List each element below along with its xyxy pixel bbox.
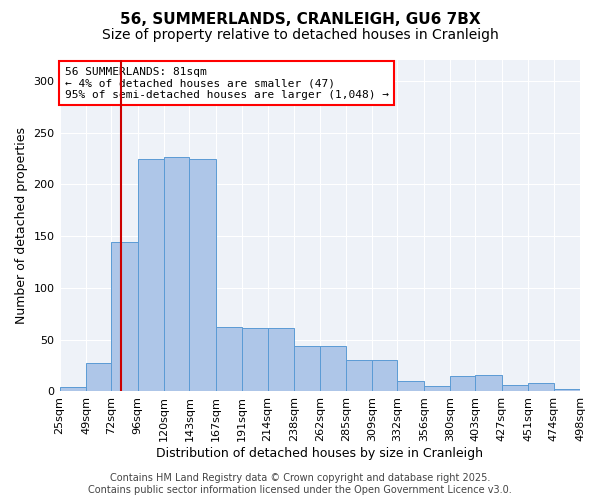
Text: Contains HM Land Registry data © Crown copyright and database right 2025.
Contai: Contains HM Land Registry data © Crown c… <box>88 474 512 495</box>
Bar <box>59 388 86 392</box>
Bar <box>242 328 268 392</box>
Bar <box>86 364 111 392</box>
Bar <box>164 158 190 392</box>
Bar <box>372 360 397 392</box>
Bar <box>216 327 242 392</box>
Bar <box>502 385 528 392</box>
Bar <box>528 383 554 392</box>
Bar <box>554 390 580 392</box>
Bar <box>450 376 475 392</box>
Bar <box>294 346 320 392</box>
Text: Size of property relative to detached houses in Cranleigh: Size of property relative to detached ho… <box>101 28 499 42</box>
Bar <box>424 386 450 392</box>
Bar <box>320 346 346 392</box>
Bar <box>190 160 216 392</box>
Bar <box>475 375 502 392</box>
Bar <box>397 381 424 392</box>
Text: 56, SUMMERLANDS, CRANLEIGH, GU6 7BX: 56, SUMMERLANDS, CRANLEIGH, GU6 7BX <box>119 12 481 28</box>
Bar <box>137 160 164 392</box>
Bar <box>268 328 294 392</box>
X-axis label: Distribution of detached houses by size in Cranleigh: Distribution of detached houses by size … <box>156 447 483 460</box>
Y-axis label: Number of detached properties: Number of detached properties <box>15 127 28 324</box>
Bar <box>111 242 137 392</box>
Text: 56 SUMMERLANDS: 81sqm
← 4% of detached houses are smaller (47)
95% of semi-detac: 56 SUMMERLANDS: 81sqm ← 4% of detached h… <box>65 66 389 100</box>
Bar <box>346 360 372 392</box>
